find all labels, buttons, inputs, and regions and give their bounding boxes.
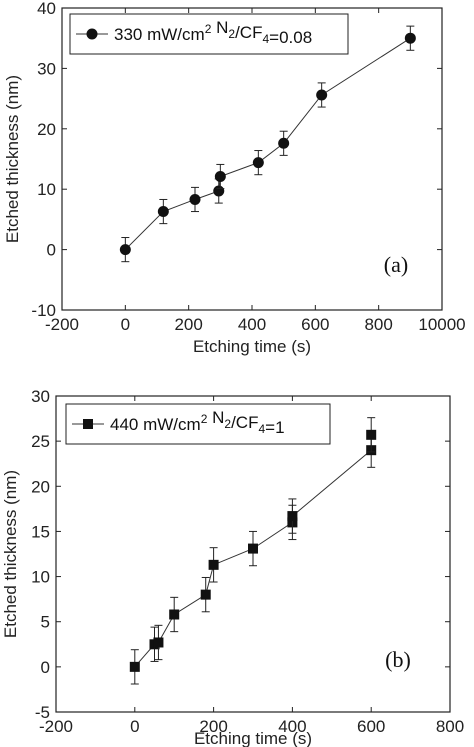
x-tick-label: 10000 — [418, 315, 465, 334]
data-point — [200, 589, 211, 600]
data-point — [248, 543, 258, 554]
x-tick-label: 0 — [130, 717, 139, 736]
data-point — [316, 89, 328, 101]
y-tick-label: 10 — [31, 568, 50, 587]
legend-marker — [86, 28, 98, 40]
panel-label: (a) — [384, 252, 408, 277]
x-axis-label: Etching time (s) — [193, 337, 311, 356]
x-axis-label: Etching time (s) — [194, 729, 312, 747]
plot-frame — [55, 395, 451, 713]
y-axis-label: Etched thickness (nm) — [1, 470, 20, 638]
y-tick-label: -10 — [31, 301, 56, 320]
panel-label: (b) — [385, 647, 411, 672]
data-point — [129, 661, 140, 672]
data-point — [366, 429, 377, 440]
y-tick-label: 10 — [37, 180, 56, 199]
x-tick-label: 800 — [364, 315, 392, 334]
legend-label: 330 mW/cm2 N2/CF4=0.08 — [114, 18, 312, 47]
x-tick-label: 400 — [238, 315, 266, 334]
x-tick-label: 600 — [301, 315, 329, 334]
legend-box — [69, 13, 349, 55]
x-tick-label: 200 — [199, 717, 227, 736]
y-axis-label: Etched thickness (nm) — [3, 75, 22, 243]
y-tick-label: 20 — [37, 120, 56, 139]
chart-panel-b: -200 0 200 400 600 800 -5 0 5 10 15 20 25 30 Etching t… — [1, 387, 464, 747]
legend-marker — [83, 419, 93, 429]
y-tick-label: -5 — [35, 703, 50, 722]
series-line — [124, 37, 411, 250]
data-point — [404, 32, 416, 44]
data-point — [189, 193, 201, 205]
chart-panel-a: -200 0 200 400 600 800 10000 -10 0 10 20 30 40 Etchin… — [3, 0, 466, 356]
x-tick-label: -200 — [39, 717, 73, 736]
legend-box — [65, 403, 331, 445]
x-tick-label: 400 — [278, 717, 306, 736]
data-point — [287, 511, 298, 522]
data-point — [214, 171, 226, 183]
data-point — [169, 609, 180, 620]
legend-label: 440 mW/cm2 N2/CF4=1 — [110, 408, 285, 437]
x-tick-label: 200 — [174, 315, 202, 334]
y-tick-label: 0 — [41, 658, 50, 677]
y-tick-label: 30 — [37, 59, 56, 78]
x-tick-label: 600 — [357, 717, 385, 736]
y-tick-label: 20 — [31, 477, 50, 496]
x-tick-label: 800 — [436, 717, 464, 736]
data-point — [157, 206, 169, 218]
y-tick-label: 40 — [37, 0, 56, 18]
data-point — [213, 185, 225, 197]
data-point — [252, 157, 264, 169]
y-tick-label: 5 — [41, 613, 50, 632]
y-tick-label: 0 — [47, 241, 56, 260]
y-tick-label: 30 — [31, 387, 50, 406]
data-point — [278, 137, 290, 149]
data-point — [153, 637, 164, 648]
data-point — [208, 559, 219, 570]
y-tick-label: 25 — [31, 432, 50, 451]
y-tick-label: 15 — [31, 522, 50, 541]
x-tick-label: 0 — [121, 315, 130, 334]
data-point — [119, 244, 131, 256]
x-tick-label: -200 — [45, 315, 79, 334]
